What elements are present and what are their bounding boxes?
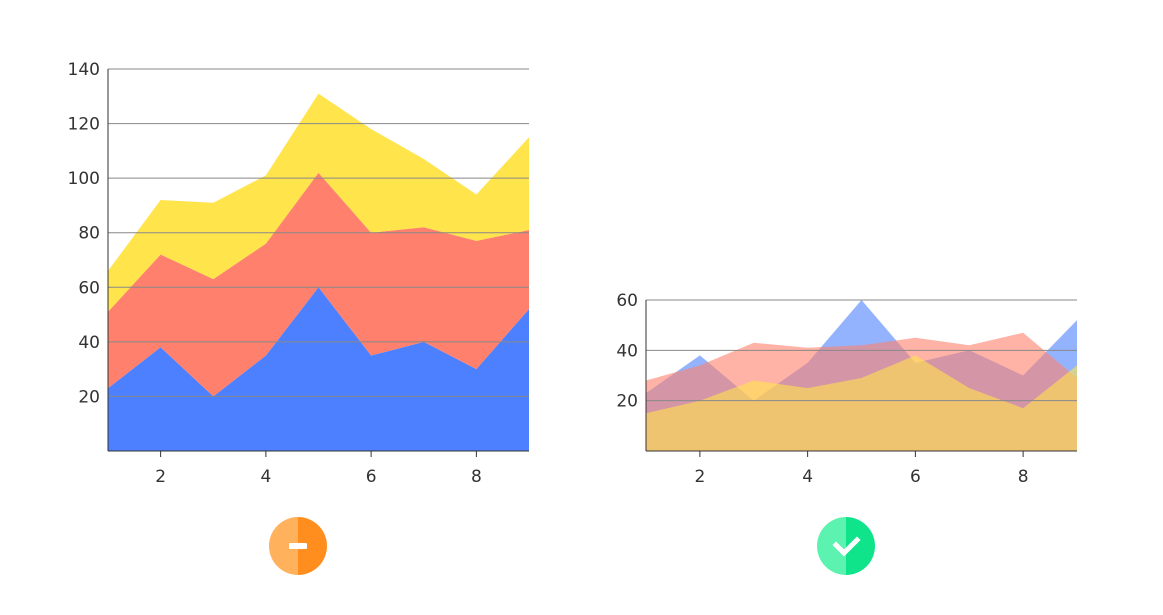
y-tick-label: 40 (616, 341, 638, 361)
area-series-3 (108, 93, 529, 312)
minus-icon (289, 543, 307, 549)
check-icon (832, 536, 861, 557)
y-tick-label: 40 (78, 333, 100, 353)
badge-right-half (846, 517, 875, 575)
x-tick-label: 6 (910, 467, 921, 487)
y-tick-label: 60 (616, 291, 638, 311)
x-tick-label: 6 (366, 467, 377, 487)
y-tick-label: 60 (78, 278, 100, 298)
x-tick-label: 2 (694, 467, 705, 487)
area-series-1 (108, 287, 529, 451)
good-example-badge (817, 517, 875, 575)
y-tick-label: 20 (78, 387, 100, 407)
x-tick-label: 2 (155, 467, 166, 487)
y-tick-label: 80 (78, 224, 100, 244)
badge-right-half (298, 517, 327, 575)
badge-left-half (817, 517, 846, 575)
x-tick-label: 4 (802, 467, 813, 487)
area-series-3 (646, 355, 1077, 451)
area-series-2 (108, 172, 529, 397)
bad-example-badge (269, 517, 327, 575)
y-tick-label: 140 (68, 60, 100, 80)
x-tick-label: 8 (1018, 467, 1029, 487)
x-tick-label: 4 (260, 467, 271, 487)
y-tick-label: 120 (68, 115, 100, 135)
y-tick-label: 20 (616, 392, 638, 412)
x-tick-label: 8 (471, 467, 482, 487)
overlapping-area-chart: 20 40 60 2 4 6 8 (616, 291, 1077, 487)
badge-left-half (269, 517, 298, 575)
y-tick-label: 100 (68, 169, 100, 189)
stacked-area-chart: 20 40 60 80 100 120 140 2 4 6 8 (68, 60, 529, 487)
